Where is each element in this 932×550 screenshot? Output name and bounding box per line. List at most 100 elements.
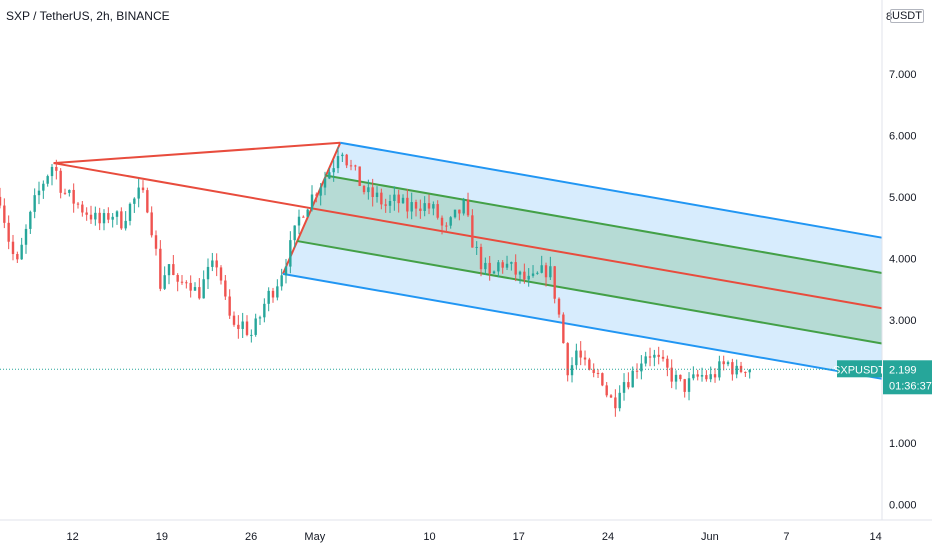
candle-body (432, 204, 435, 209)
candle-body (310, 194, 314, 210)
candle-body (0, 196, 2, 206)
candle-body (536, 272, 539, 274)
candle-body (713, 374, 717, 378)
candle-body (696, 374, 699, 377)
candle-body (488, 262, 491, 274)
candle-body (81, 204, 84, 213)
candle-body (306, 209, 309, 217)
candle-body (276, 286, 279, 298)
symbol-label: SXPUSDT (833, 364, 885, 376)
candle-body (748, 369, 751, 373)
candle-body (388, 201, 392, 206)
candle-body (510, 262, 513, 264)
candle-body (76, 203, 80, 205)
candle-body (33, 195, 36, 212)
candle-body (124, 220, 127, 229)
candle-body (579, 350, 582, 358)
candle-body (172, 264, 175, 276)
candle-body (154, 235, 158, 249)
candle-body (614, 397, 617, 409)
candle-body (228, 296, 231, 316)
x-tick-label: 14 (870, 531, 882, 543)
candle-body (393, 194, 396, 202)
x-tick-label: 7 (783, 531, 789, 543)
candle-body (744, 371, 747, 373)
candle-body (42, 183, 45, 191)
candle-body (492, 271, 496, 274)
y-tick-label: 4.000 (889, 253, 917, 265)
candle-body (458, 209, 461, 214)
candle-body (211, 260, 214, 267)
candle-body (128, 203, 132, 221)
candle-body (700, 375, 704, 377)
candle-body (111, 216, 114, 220)
candle-body (254, 318, 257, 335)
pitchfork-fills (283, 142, 882, 379)
candle-body (146, 190, 149, 213)
candle-body (436, 204, 439, 218)
candle-body (206, 266, 210, 280)
x-tick-label: 17 (513, 531, 525, 543)
candle-body (427, 203, 431, 209)
candle-body (471, 215, 474, 248)
candle-body (280, 275, 283, 287)
candle-body (462, 199, 465, 214)
candle-body (397, 194, 400, 204)
candle-body (336, 156, 340, 169)
candle-body (523, 271, 526, 280)
candle-body (479, 246, 483, 270)
y-tick-label: 8 (886, 11, 892, 23)
candle-body (202, 279, 205, 299)
candle-body (375, 192, 379, 198)
candle-body (505, 263, 509, 268)
candle-body (627, 382, 630, 388)
candle-body (726, 362, 730, 365)
candle-body (185, 282, 188, 284)
candle-body (7, 222, 10, 242)
candle-body (527, 275, 530, 280)
candle-body (94, 212, 97, 220)
candle-body (557, 298, 561, 315)
candle-body (59, 170, 62, 193)
candle-body (575, 350, 578, 366)
candle-body (371, 187, 374, 198)
candle-body (497, 262, 500, 272)
candle-body (11, 241, 15, 255)
candle-body (271, 290, 275, 298)
x-tick-label: 24 (602, 531, 614, 543)
candle-body (120, 211, 123, 229)
candle-body (37, 190, 41, 196)
upper-inner-line (325, 174, 883, 274)
candle-body (189, 282, 192, 291)
candle-body (315, 194, 318, 196)
candle-body (137, 187, 140, 199)
candle-body (258, 317, 262, 319)
candle-body (635, 370, 639, 372)
x-tick-label: 26 (245, 531, 257, 543)
candle-body (24, 228, 28, 245)
candle-body (605, 385, 608, 396)
candle-body (297, 216, 301, 226)
candle-body (63, 192, 67, 194)
candle-body (631, 370, 634, 388)
y-tick-label: 1.000 (889, 438, 917, 450)
chart-title: SXP / TetherUS, 2h, BINANCE (6, 9, 170, 23)
candle-body (68, 189, 71, 193)
candle-body (609, 395, 613, 398)
candle-body (293, 225, 296, 241)
candle-body (670, 367, 673, 382)
candle-body (449, 217, 452, 226)
candle-body (540, 265, 543, 273)
candle-body (245, 321, 249, 335)
candle-body (622, 382, 626, 393)
candle-body (163, 275, 166, 289)
y-tick-label: 5.000 (889, 192, 917, 204)
candle-body (102, 213, 106, 224)
candle-body (653, 354, 656, 358)
candle-body (514, 262, 517, 275)
median-line (53, 162, 883, 310)
candle-body (107, 213, 110, 220)
candle-body (618, 392, 621, 409)
